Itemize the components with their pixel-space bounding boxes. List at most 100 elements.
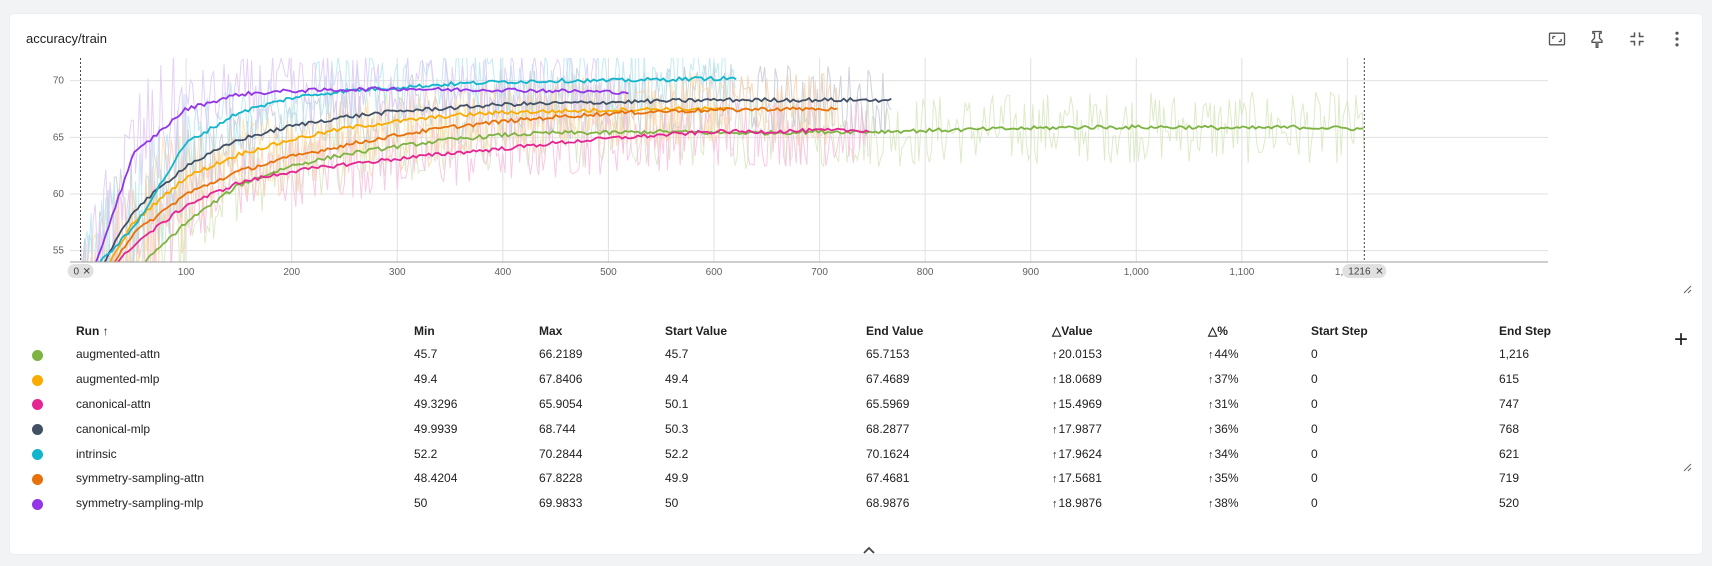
max-value: 69.9833 (535, 491, 661, 516)
start-step-text: 0 (1311, 396, 1318, 411)
fit-domain-icon (1548, 32, 1566, 46)
run-color-dot[interactable] (32, 374, 43, 386)
min-value-text: 45.7 (414, 347, 438, 362)
run-color-dot[interactable] (32, 399, 43, 411)
table-row[interactable]: canonical-mlp 49.9939 68.744 50.3 68.2877 ↑17… (28, 416, 1692, 441)
resize-table-icon[interactable] (1682, 462, 1692, 472)
x-tick-label: 200 (283, 267, 300, 278)
max-value: 66.2189 (535, 342, 661, 367)
series-line-symmetry-sampling-mlp[interactable] (81, 86, 629, 306)
table-row[interactable]: symmetry-sampling-attn 48.4204 67.8228 49.9… (28, 466, 1692, 491)
expand-less-button[interactable] (858, 542, 880, 558)
run-color-dot[interactable] (32, 473, 43, 485)
max-value-text: 68.744 (539, 421, 576, 436)
arrow-up-icon: ↑ (1208, 473, 1214, 486)
end-value-text: 67.4681 (866, 471, 910, 486)
max-value: 70.2844 (535, 441, 661, 466)
delta-pct: ↑34% (1204, 441, 1307, 466)
table-row[interactable]: augmented-mlp 49.4 67.8406 49.4 67.4689 ↑18.0… (28, 367, 1692, 392)
end-step-text: 520 (1499, 496, 1520, 511)
start-step: 0 (1307, 342, 1495, 367)
end-step-text: 719 (1499, 471, 1520, 486)
header-end-value[interactable]: End Value (866, 324, 924, 338)
delta-value-text: 18.9876 (1058, 496, 1102, 511)
start-value: 49.4 (661, 367, 862, 392)
collapse-button[interactable] (1624, 26, 1650, 52)
header-delta-value[interactable]: △Value (1052, 324, 1093, 338)
pin-button[interactable] (1584, 26, 1610, 52)
color-cell (28, 342, 72, 367)
series-line-augmented-mlp[interactable] (81, 106, 730, 314)
table-row[interactable]: symmetry-sampling-mlp 50 69.9833 50 68.9876 ↑… (28, 491, 1692, 516)
min-value: 49.3296 (410, 392, 535, 417)
start-value-text: 49.4 (665, 372, 689, 387)
close-icon[interactable]: ✕ (1375, 267, 1383, 278)
header-delta-pct[interactable]: △% (1208, 324, 1228, 338)
run-color-dot[interactable] (32, 424, 43, 436)
header-end-step[interactable]: End Step (1499, 324, 1552, 338)
header-start-step[interactable]: Start Step (1311, 324, 1368, 338)
header-start-value[interactable]: Start Value (665, 324, 728, 338)
start-value-text: 50.1 (665, 396, 689, 411)
run-color-dot[interactable] (32, 349, 43, 361)
x-tick-label: 700 (811, 267, 828, 278)
fit-domain-button[interactable] (1544, 26, 1570, 52)
end-value: 68.2877 (862, 416, 1048, 441)
y-tick-label: 65 (53, 132, 65, 143)
start-value-text: 45.7 (665, 347, 689, 362)
start-value-text: 50 (665, 496, 679, 511)
end-step-text: 1,216 (1499, 347, 1530, 362)
run-name-text: symmetry-sampling-attn (76, 471, 205, 486)
resize-chart-icon[interactable] (1682, 284, 1692, 294)
series-line-canonical-attn[interactable] (81, 127, 870, 305)
series-line-intrinsic[interactable] (81, 75, 737, 281)
start-step: 0 (1307, 466, 1495, 491)
pin-icon (1591, 30, 1603, 48)
color-cell (28, 466, 72, 491)
run-color-dot[interactable] (32, 448, 43, 460)
more-vert-icon (1675, 31, 1679, 47)
chart-series (81, 75, 1364, 314)
min-value-text: 48.4204 (414, 471, 458, 486)
color-cell (28, 441, 72, 466)
header-max[interactable]: Max (539, 324, 563, 338)
end-value-text: 68.2877 (866, 421, 910, 436)
delta-pct-text: 35% (1214, 471, 1239, 486)
x-tick-label: 100 (178, 267, 195, 278)
arrow-up-icon: ↑ (1052, 423, 1058, 436)
delta-pct-text: 38% (1214, 496, 1239, 511)
max-value-text: 65.9054 (539, 396, 583, 411)
table-row[interactable]: canonical-attn 49.3296 65.9054 50.1 65.5969 ↑… (28, 392, 1692, 417)
chart-step-range[interactable]: 0 ✕ 1216 ✕ (67, 58, 1387, 278)
run-name: canonical-mlp (72, 416, 410, 441)
table-row[interactable]: intrinsic 52.2 70.2844 52.2 70.1624 ↑17.9624 ↑… (28, 441, 1692, 466)
run-color-dot[interactable] (32, 498, 43, 510)
arrow-up-icon: ↑ (1052, 498, 1058, 511)
series-line-augmented-attn[interactable] (81, 124, 1364, 314)
line-chart[interactable]: 55 60 65 70 100 200 300 400 500 600 700 800 900 1,000… (10, 14, 1702, 314)
delta-value-text: 17.9877 (1058, 421, 1102, 436)
run-name: canonical-attn (72, 392, 410, 417)
end-value: 67.4681 (862, 466, 1048, 491)
chart-raw-traces (80, 58, 1365, 262)
max-value-text: 69.9833 (539, 496, 583, 511)
arrow-up-icon: ↑ (1208, 349, 1214, 362)
range-end-chip[interactable]: 1216 ✕ (1342, 264, 1387, 278)
more-options-button[interactable] (1664, 26, 1690, 52)
header-run[interactable]: Run ↑ (76, 324, 109, 338)
delta-value: ↑17.9624 (1048, 441, 1204, 466)
delta-value: ↑20.0153 (1048, 342, 1204, 367)
start-step: 0 (1307, 392, 1495, 417)
x-tick-label: 1,100 (1229, 267, 1254, 278)
arrow-up-icon: ↑ (1208, 498, 1214, 511)
arrow-up-icon: ↑ (1208, 374, 1214, 387)
series-line-canonical-mlp[interactable] (81, 96, 892, 304)
card-toolbar (1544, 26, 1690, 52)
series-line-symmetry-sampling-attn[interactable] (81, 106, 838, 309)
table-row[interactable]: augmented-attn 45.7 66.2189 45.7 65.7153 ↑20.… (28, 342, 1692, 367)
header-min[interactable]: Min (414, 324, 435, 338)
add-column-button[interactable]: + (1674, 328, 1688, 352)
range-start-chip[interactable]: 0 ✕ (67, 264, 94, 278)
chart-axes: 55 60 65 70 100 200 300 400 500 600 700 800 900 1,000… (53, 76, 1548, 278)
close-icon[interactable]: ✕ (83, 267, 91, 278)
